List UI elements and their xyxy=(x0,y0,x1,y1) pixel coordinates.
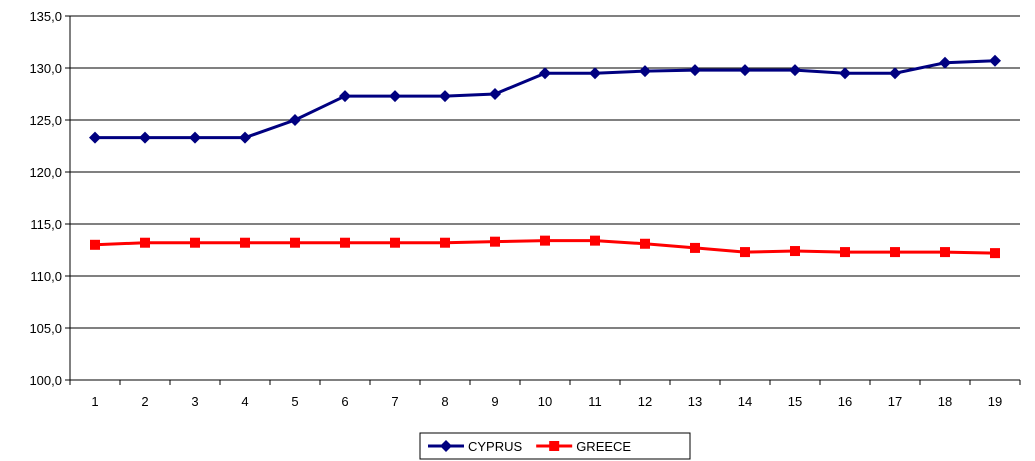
x-tick-label: 11 xyxy=(588,394,602,409)
y-tick-label: 125,0 xyxy=(29,113,62,128)
x-tick-label: 18 xyxy=(938,394,952,409)
point-cyprus xyxy=(939,56,951,69)
point-greece xyxy=(840,247,850,258)
x-tick-label: 1 xyxy=(91,394,98,409)
point-greece xyxy=(540,235,550,246)
point-cyprus xyxy=(639,65,651,78)
y-tick-label: 115,0 xyxy=(30,217,62,232)
x-tick-label: 12 xyxy=(638,394,652,409)
point-greece xyxy=(340,237,350,248)
point-greece xyxy=(790,246,800,257)
point-greece xyxy=(290,237,300,248)
y-tick-label: 110,0 xyxy=(30,269,62,284)
x-tick-label: 7 xyxy=(391,394,398,409)
series-group xyxy=(89,54,1001,259)
legend-item-greece: GREECE xyxy=(536,439,631,454)
point-greece xyxy=(940,247,950,258)
x-tick-label: 10 xyxy=(538,394,552,409)
y-tick-label: 120,0 xyxy=(29,165,62,180)
point-greece xyxy=(740,247,750,258)
point-cyprus xyxy=(439,90,451,103)
x-tick-label: 15 xyxy=(788,394,802,409)
legend-label-cyprus: CYPRUS xyxy=(468,439,523,454)
point-greece xyxy=(240,237,250,248)
point-cyprus xyxy=(589,67,601,80)
x-tick-label: 9 xyxy=(491,394,498,409)
point-cyprus xyxy=(339,90,351,103)
point-cyprus xyxy=(189,131,201,144)
point-greece xyxy=(390,237,400,248)
y-tick-label: 105,0 xyxy=(29,321,62,336)
point-greece xyxy=(440,237,450,248)
series-cyprus xyxy=(89,54,1001,144)
point-greece xyxy=(90,239,100,250)
x-tick-label: 4 xyxy=(241,394,248,409)
x-tick-label: 3 xyxy=(191,394,198,409)
point-cyprus xyxy=(989,54,1001,67)
point-cyprus xyxy=(89,131,101,144)
legend: CYPRUS GREECE xyxy=(419,432,691,460)
point-cyprus xyxy=(789,64,801,77)
legend-label-greece: GREECE xyxy=(576,439,631,454)
x-tick-label: 16 xyxy=(838,394,852,409)
point-greece xyxy=(590,235,600,246)
x-tick-label: 8 xyxy=(441,394,448,409)
point-cyprus xyxy=(489,88,501,100)
x-tick-label: 14 xyxy=(738,394,752,409)
y-tick-label: 130,0 xyxy=(29,61,62,76)
x-tick-label: 19 xyxy=(988,394,1002,409)
x-tick-label: 5 xyxy=(291,394,298,409)
x-tick-label: 6 xyxy=(341,394,348,409)
point-cyprus xyxy=(889,67,901,80)
x-tick-label: 2 xyxy=(141,394,148,409)
point-cyprus xyxy=(839,67,851,80)
y-tick-label: 135,0 xyxy=(29,9,62,24)
point-cyprus xyxy=(689,64,701,77)
point-greece xyxy=(490,236,500,247)
point-greece xyxy=(190,237,200,248)
point-greece xyxy=(990,248,1000,259)
point-cyprus xyxy=(139,131,151,144)
legend-item-cyprus: CYPRUS xyxy=(428,439,523,454)
point-greece xyxy=(890,247,900,258)
x-tick-label: 13 xyxy=(688,394,702,409)
point-cyprus xyxy=(739,64,751,77)
point-greece xyxy=(640,238,650,249)
axes xyxy=(69,16,1020,381)
y-tick-label: 100,0 xyxy=(29,373,62,388)
point-greece xyxy=(690,242,700,253)
legend-marker-cyprus xyxy=(440,440,452,452)
gridlines xyxy=(70,15,1020,329)
point-cyprus xyxy=(389,90,401,103)
point-cyprus xyxy=(239,131,251,144)
series-greece xyxy=(90,235,1000,259)
tick-labels: 100,0 105,0 110,0 115,0 120,0 125,0 130,0 135,0… xyxy=(29,9,1021,409)
point-cyprus xyxy=(539,67,551,80)
point-cyprus xyxy=(289,114,301,126)
x-tick-label: 17 xyxy=(888,394,902,409)
point-greece xyxy=(140,237,150,248)
legend-marker-greece xyxy=(549,441,560,451)
